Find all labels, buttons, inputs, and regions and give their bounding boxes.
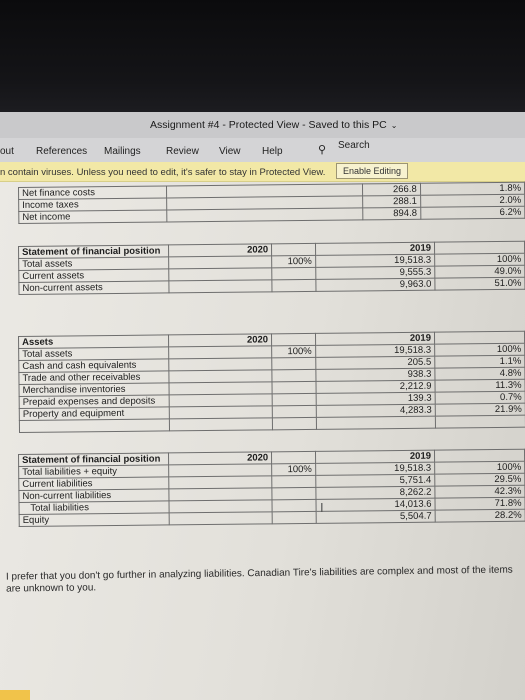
- protected-view-message: n contain viruses. Unless you need to ed…: [0, 167, 326, 178]
- protected-view-bar: n contain viruses. Unless you need to ed…: [0, 162, 525, 182]
- tab-help[interactable]: Help: [262, 146, 283, 157]
- year-2020: 2020: [168, 451, 272, 465]
- tab-view[interactable]: View: [219, 146, 241, 157]
- tab-mailings[interactable]: Mailings: [104, 146, 141, 157]
- year-2019: 2019: [315, 450, 435, 464]
- title-bar: Assignment #4 - Protected View - Saved t…: [0, 112, 525, 138]
- tab-layout[interactable]: out: [0, 146, 14, 157]
- chevron-down-icon[interactable]: ⌄: [390, 121, 398, 130]
- assets-table: Assets 2020 2019 Total assets 100% 19,51…: [18, 331, 525, 433]
- taskbar-corner: [0, 690, 30, 700]
- table-header: Statement of financial position: [18, 244, 169, 259]
- year-2019: 2019: [315, 332, 435, 346]
- tab-references[interactable]: References: [36, 146, 88, 157]
- year-2020: 2020: [168, 333, 272, 347]
- ribbon-tabs: out References Mailings Review View Help…: [0, 138, 525, 162]
- window-title[interactable]: Assignment #4 - Protected View - Saved t…: [150, 119, 398, 131]
- monitor-bezel: [0, 0, 525, 112]
- position-table: Statement of financial position 2020 201…: [18, 241, 525, 295]
- tab-review[interactable]: Review: [166, 146, 199, 157]
- enable-editing-button[interactable]: Enable Editing: [336, 163, 408, 179]
- liabilities-table: Statement of financial position 2020 201…: [18, 449, 525, 527]
- year-2019: 2019: [315, 242, 435, 256]
- text-cursor-icon: I: [320, 500, 324, 515]
- search-icon[interactable]: ⚲: [318, 144, 327, 156]
- income-table: Net finance costs 266.8 1.8% Income taxe…: [18, 182, 525, 224]
- year-2020: 2020: [168, 243, 272, 257]
- document-page: [0, 182, 525, 700]
- table-header: Statement of financial position: [18, 452, 169, 467]
- search-box[interactable]: Search: [338, 140, 370, 151]
